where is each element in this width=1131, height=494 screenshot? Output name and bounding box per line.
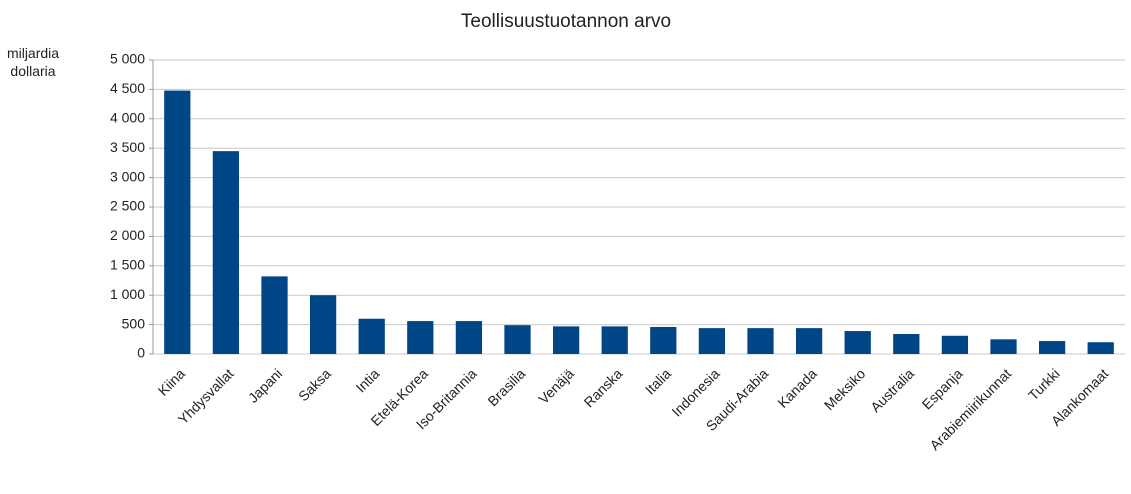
x-tick-label: Ranska bbox=[581, 365, 626, 410]
chart-title: Teollisuustuotannon arvo bbox=[461, 11, 671, 32]
bar bbox=[844, 331, 871, 354]
y-tick-label: 1 500 bbox=[110, 257, 145, 273]
bar bbox=[309, 295, 337, 354]
bar bbox=[990, 339, 1017, 354]
x-tick-label: Turkki bbox=[1025, 365, 1063, 403]
x-tick-label: Australia bbox=[867, 365, 917, 415]
y-tick-label: 1 000 bbox=[110, 286, 145, 302]
x-tick-label: Venäjä bbox=[535, 365, 577, 407]
bar bbox=[893, 334, 920, 354]
x-tick-label: Saksa bbox=[295, 365, 334, 404]
y-tick-label: 4 000 bbox=[110, 110, 145, 126]
y-tick-label: 4 500 bbox=[110, 80, 145, 96]
x-tick-label: Arabiemiirikunnat bbox=[926, 365, 1014, 453]
bar bbox=[601, 326, 628, 354]
x-tick-label: Kanada bbox=[774, 365, 820, 411]
y-axis-label: miljardia dollaria bbox=[6, 45, 60, 79]
x-tick-label: Brasilia bbox=[484, 365, 528, 409]
x-tick-label: Meksiko bbox=[821, 365, 869, 413]
bar bbox=[407, 321, 434, 354]
bar bbox=[455, 321, 483, 354]
bar bbox=[552, 326, 580, 354]
bar bbox=[941, 335, 969, 354]
bar bbox=[504, 325, 531, 354]
y-tick-label: 3 500 bbox=[110, 139, 145, 155]
x-tick-label: Intia bbox=[352, 365, 382, 395]
bar bbox=[358, 318, 385, 354]
bar bbox=[795, 328, 823, 354]
bar bbox=[747, 328, 774, 354]
bar bbox=[164, 90, 191, 355]
y-tick-label: 2 000 bbox=[110, 227, 145, 243]
x-tick-label: Italia bbox=[642, 365, 674, 397]
y-tick-label: 2 500 bbox=[110, 198, 145, 214]
x-tick-label: Kiina bbox=[155, 365, 188, 398]
bar bbox=[1038, 341, 1066, 354]
y-tick-label: 3 000 bbox=[110, 168, 145, 184]
x-tick-label: Japani bbox=[245, 365, 285, 405]
bar bbox=[261, 276, 288, 354]
bar bbox=[1087, 342, 1114, 354]
bar bbox=[212, 151, 240, 354]
bar bbox=[698, 328, 726, 354]
bar bbox=[650, 326, 677, 354]
y-tick-label: 5 000 bbox=[110, 51, 145, 67]
x-tick-label: Espanja bbox=[919, 365, 966, 412]
y-tick-label: 0 bbox=[137, 345, 145, 361]
y-tick-label: 500 bbox=[122, 315, 146, 331]
